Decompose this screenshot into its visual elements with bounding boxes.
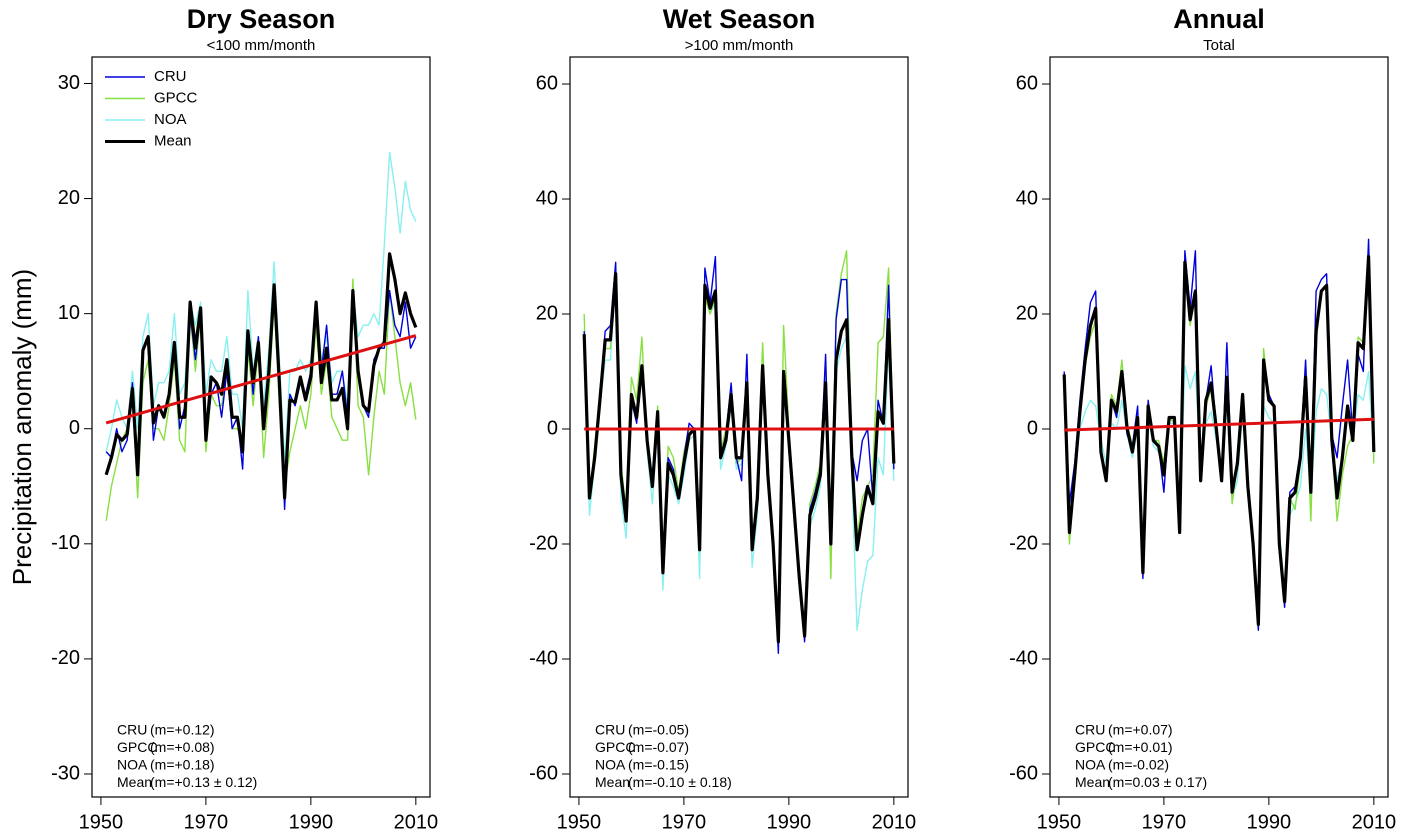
y-tick-label: -20 [51, 647, 80, 669]
y-tick-label: -60 [529, 762, 558, 784]
y-tick-label: 0 [1027, 417, 1038, 439]
plot-frame [91, 56, 431, 798]
stats-value: (m=-0.15) [628, 757, 689, 773]
legend-label: Mean [154, 132, 192, 149]
legend-label: CRU [154, 68, 187, 85]
y-tick-label: 40 [1016, 187, 1038, 209]
series-line [583, 250, 895, 637]
x-tick-label: 2010 [872, 811, 917, 833]
x-tick-label: 1950 [557, 811, 602, 833]
x-tick-label: 2010 [394, 811, 439, 833]
stats-value: (m=+0.08) [150, 739, 215, 755]
plot-frame [1049, 56, 1389, 798]
stats-name: Mean [595, 774, 630, 790]
y-tick-label: -40 [529, 647, 558, 669]
x-tick-label: 1950 [79, 811, 124, 833]
stats-value: (m=+0.01) [1108, 739, 1173, 755]
y-tick-label: 20 [1016, 302, 1038, 324]
x-tick-label: 1970 [662, 811, 707, 833]
chart-subtitle: <100 mm/month [207, 37, 316, 54]
x-tick-label: 1970 [184, 811, 229, 833]
stats-name: CRU [595, 722, 625, 738]
y-tick-label: -60 [1009, 762, 1038, 784]
y-tick-label: 0 [547, 417, 558, 439]
stats-value: (m=-0.07) [628, 739, 689, 755]
y-axis-label: Precipitation anomaly (mm) [7, 269, 37, 585]
series-line [1062, 254, 1376, 627]
y-tick-label: 30 [58, 72, 80, 94]
stats-name: Mean [117, 774, 152, 790]
x-tick-label: 1990 [1247, 811, 1292, 833]
trend-line [1064, 417, 1374, 432]
stats-name: Mean [1075, 774, 1110, 790]
stats-value: (m=+0.18) [150, 757, 215, 773]
chart-title: Wet Season [663, 4, 816, 34]
stats-name: NOA [595, 757, 626, 773]
plot-frame [569, 56, 909, 798]
stats-name: GPCC [595, 739, 635, 755]
chart-title: Dry Season [187, 4, 336, 34]
x-tick-label: 1990 [767, 811, 812, 833]
x-tick-label: 1990 [289, 811, 334, 833]
y-tick-label: 60 [1016, 72, 1038, 94]
stats-value: (m=-0.05) [628, 722, 689, 738]
y-tick-label: 20 [536, 302, 558, 324]
stats-value: (m=+0.13 ± 0.12) [150, 774, 257, 790]
stats-value: (m=+0.07) [1108, 722, 1173, 738]
y-tick-label: -20 [529, 532, 558, 554]
stats-name: GPCC [1075, 739, 1115, 755]
x-tick-label: 1950 [1037, 811, 1082, 833]
stats-value: (m=0.03 ± 0.17) [1108, 774, 1207, 790]
chart-subtitle: >100 mm/month [685, 37, 794, 54]
y-tick-label: -10 [51, 532, 80, 554]
stats-name: CRU [117, 722, 147, 738]
stats-name: NOA [117, 757, 148, 773]
legend-label: GPCC [154, 89, 198, 106]
y-tick-label: 20 [58, 187, 80, 209]
stats-value: (m=-0.02) [1108, 757, 1169, 773]
series-line [583, 255, 895, 654]
series-line [582, 272, 896, 644]
legend-label: NOA [154, 111, 187, 128]
stats-name: CRU [1075, 722, 1105, 738]
y-tick-label: -20 [1009, 532, 1038, 554]
trend-line [105, 334, 417, 425]
y-tick-label: -30 [51, 762, 80, 784]
x-tick-label: 2010 [1352, 811, 1397, 833]
stats-value: (m=-0.10 ± 0.18) [628, 774, 732, 790]
y-tick-label: 0 [69, 417, 80, 439]
y-tick-label: 60 [536, 72, 558, 94]
y-tick-label: 10 [58, 302, 80, 324]
y-tick-label: -40 [1009, 647, 1038, 669]
chart-subtitle: Total [1203, 37, 1235, 54]
stats-value: (m=+0.12) [150, 722, 215, 738]
y-tick-label: 40 [536, 187, 558, 209]
chart-title: Annual [1173, 4, 1265, 34]
stats-name: GPCC [117, 739, 157, 755]
stats-name: NOA [1075, 757, 1106, 773]
x-tick-label: 1970 [1142, 811, 1187, 833]
